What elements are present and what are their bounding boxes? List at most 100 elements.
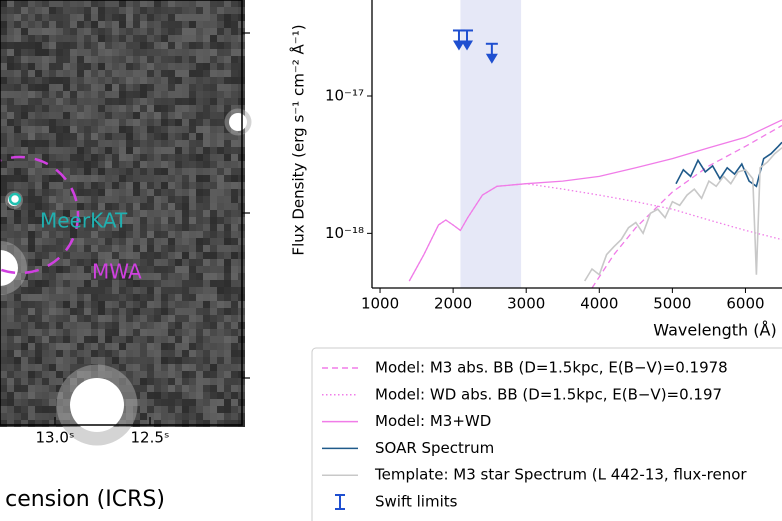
image-pixel [84,322,91,329]
image-pixel [105,245,112,252]
image-pixel [77,364,84,371]
image-pixel [147,371,154,378]
image-pixel [154,56,161,63]
image-pixel [231,308,238,315]
image-pixel [140,371,147,378]
image-pixel [189,399,196,406]
image-pixel [0,308,7,315]
image-pixel [189,189,196,196]
image-pixel [7,112,14,119]
image-pixel [182,280,189,287]
image-pixel [21,35,28,42]
image-pixel [203,252,210,259]
image-pixel [203,70,210,77]
image-pixel [105,273,112,280]
image-pixel [126,126,133,133]
image-pixel [210,56,217,63]
image-pixel [91,329,98,336]
image-pixel [14,406,21,413]
image-pixel [182,399,189,406]
image-pixel [77,175,84,182]
image-pixel [196,413,203,420]
image-pixel [161,252,168,259]
image-pixel [105,182,112,189]
image-pixel [147,56,154,63]
image-pixel [70,133,77,140]
image-pixel [63,49,70,56]
image-pixel [182,294,189,301]
image-pixel [161,385,168,392]
image-pixel [168,0,175,7]
image-pixel [161,133,168,140]
image-pixel [161,273,168,280]
image-pixel [35,105,42,112]
image-pixel [112,231,119,238]
image-pixel [14,357,21,364]
image-pixel [147,203,154,210]
image-pixel [84,7,91,14]
image-pixel [217,259,224,266]
image-pixel [7,294,14,301]
image-pixel [231,35,238,42]
image-pixel [217,63,224,70]
image-pixel [133,189,140,196]
y-tick-label: 10⁻¹⁸ [325,224,364,242]
image-pixel [154,182,161,189]
image-pixel [7,350,14,357]
image-pixel [112,287,119,294]
image-pixel [42,126,49,133]
image-pixel [196,161,203,168]
image-pixel [140,224,147,231]
image-pixel [35,231,42,238]
image-pixel [175,217,182,224]
image-pixel [231,357,238,364]
image-pixel [14,21,21,28]
image-pixel [140,392,147,399]
image-pixel [231,259,238,266]
image-pixel [91,14,98,21]
image-pixel [42,217,49,224]
image-pixel [140,266,147,273]
image-pixel [203,406,210,413]
image-pixel [28,294,35,301]
image-pixel [182,56,189,63]
image-pixel [168,210,175,217]
image-pixel [140,0,147,7]
image-pixel [35,112,42,119]
image-pixel [14,301,21,308]
image-pixel [189,371,196,378]
image-pixel [112,266,119,273]
image-pixel [189,315,196,322]
image-pixel [77,56,84,63]
image-pixel [189,42,196,49]
image-pixel [105,231,112,238]
image-pixel [231,420,238,427]
image-pixel [182,203,189,210]
image-pixel [98,98,105,105]
image-pixel [175,84,182,91]
image-pixel [161,14,168,21]
image-pixel [7,413,14,420]
image-pixel [0,63,7,70]
image-pixel [28,378,35,385]
image-pixel [147,91,154,98]
image-pixel [42,14,49,21]
image-pixel [112,7,119,14]
image-pixel [21,322,28,329]
image-pixel [98,42,105,49]
image-pixel [119,266,126,273]
image-pixel [154,287,161,294]
image-pixel [98,126,105,133]
image-pixel [168,147,175,154]
image-pixel [7,343,14,350]
image-pixel [119,273,126,280]
image-pixel [133,210,140,217]
image-pixel [126,336,133,343]
image-pixel [35,161,42,168]
image-pixel [196,98,203,105]
series-line [591,124,782,288]
image-pixel [189,210,196,217]
image-pixel [7,224,14,231]
image-pixel [168,329,175,336]
image-pixel [189,357,196,364]
